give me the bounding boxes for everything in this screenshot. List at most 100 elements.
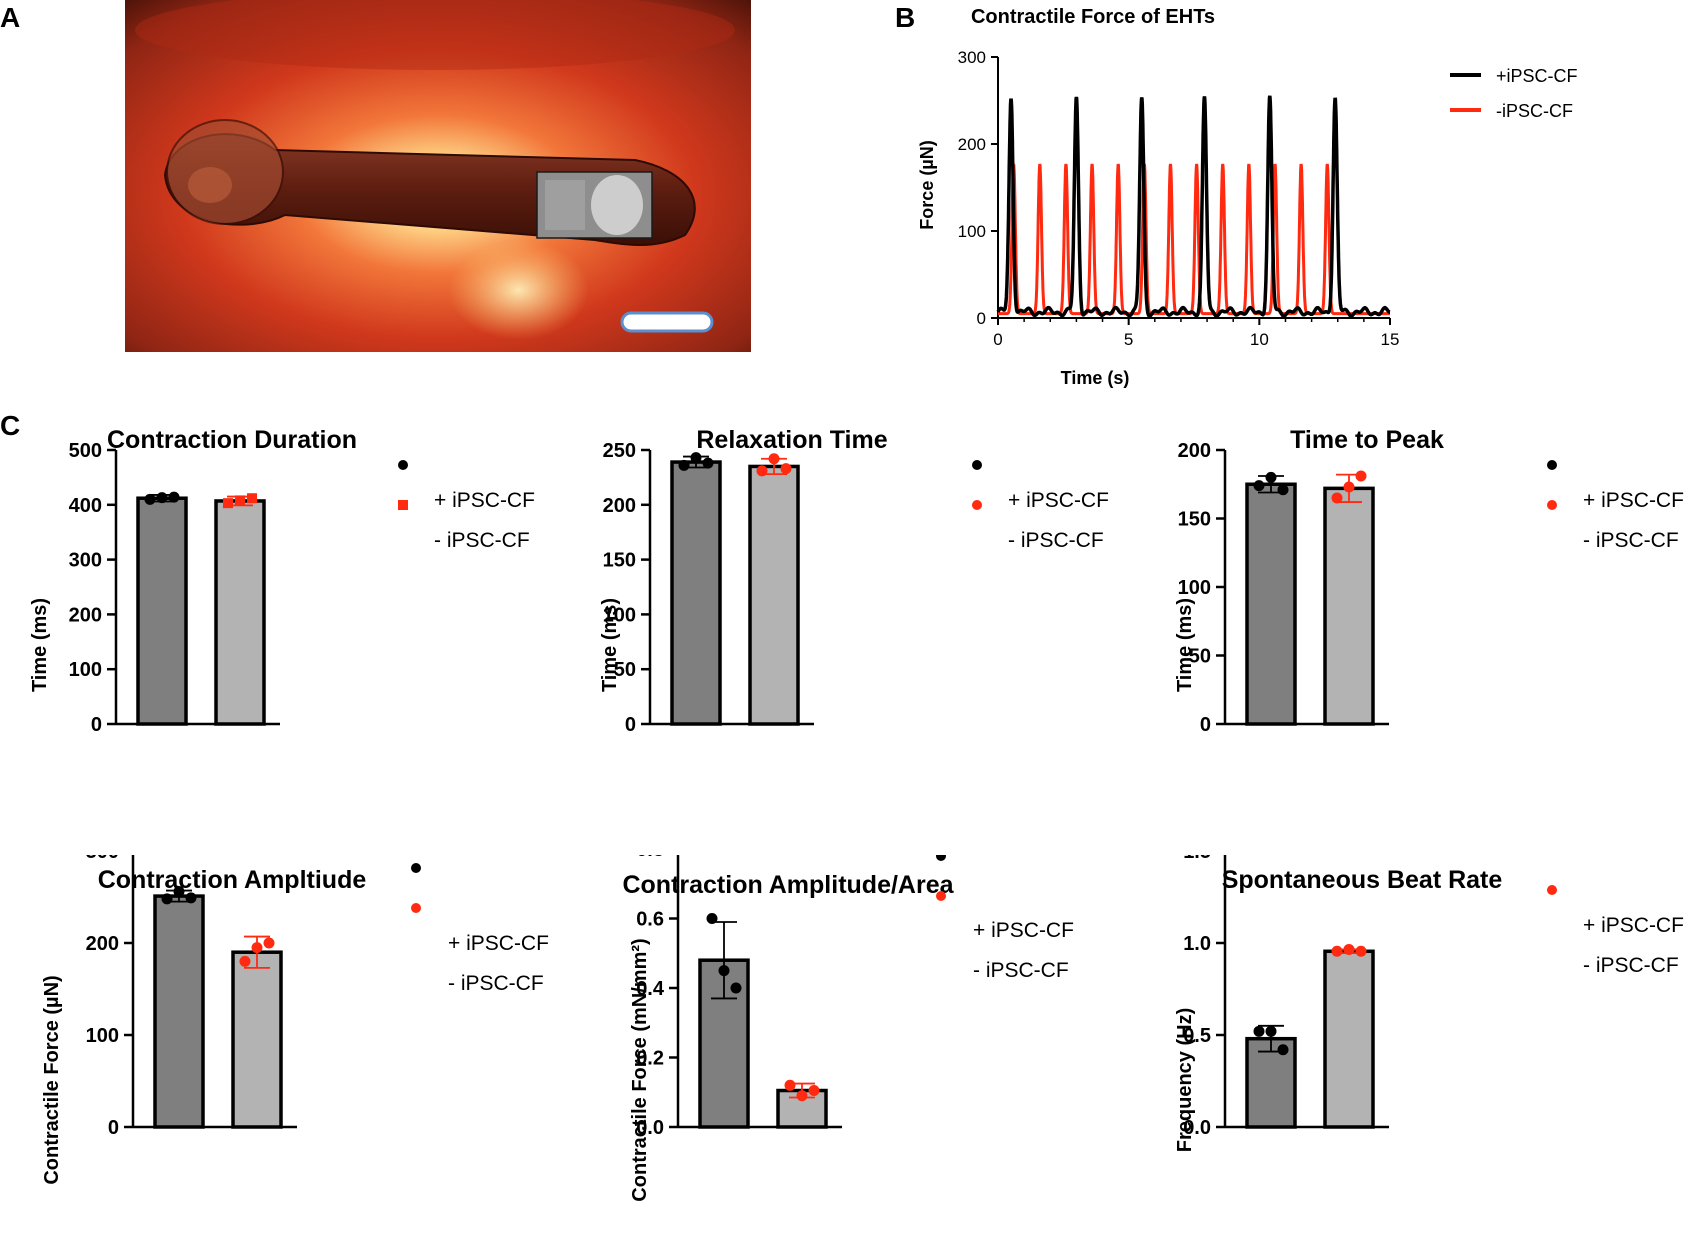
scale-bar (620, 311, 714, 333)
y-tick-label: 200 (69, 604, 102, 626)
data-point (706, 913, 718, 924)
data-point (185, 892, 197, 904)
chart-title: Relaxation Time (696, 426, 887, 454)
data-point (796, 1090, 808, 1102)
bar-plot-area: 0 100 200 300 (86, 855, 297, 1139)
data-point (702, 457, 714, 469)
micrograph-image (125, 0, 751, 352)
x-tick-label: 15 (1381, 330, 1400, 349)
y-tick-label: 100 (1178, 577, 1211, 599)
data-point (756, 465, 768, 477)
chart-title: Time to Peak (1290, 426, 1444, 454)
data-point (718, 965, 730, 977)
data-point (780, 463, 792, 475)
y-tick-label: 0.5 (1183, 1025, 1211, 1047)
y-tick-label: 300 (958, 48, 986, 67)
x-tick-label: 0 (993, 330, 1002, 349)
bar-minus-ipsc-cf (748, 464, 800, 726)
series-line-minus-ipsc-cf (998, 163, 1390, 316)
bar-minus-ipsc-cf (214, 499, 266, 726)
spontaneous-beat-rate-chart: Spontaneous Beat Rate Frequency (Hz) 0.0… (1174, 855, 1684, 1152)
panel-label-a: A (0, 2, 21, 33)
y-tick-label: 250 (603, 440, 636, 462)
legend-label: + iPSC-CF (448, 932, 549, 955)
data-point (1355, 470, 1367, 482)
bar-plot-area: 0 50 100 150 200 250 (603, 440, 814, 736)
data-point (784, 1079, 796, 1091)
legend-marker-black (398, 460, 408, 470)
legend-label: + iPSC-CF (1583, 914, 1684, 937)
bar-plus-ipsc-cf (670, 460, 722, 726)
y-tick-label: 200 (958, 135, 986, 154)
y-tick-label: 100 (69, 659, 102, 681)
legend-label: - iPSC-CF (1008, 529, 1104, 552)
y-tick-label: 0.0 (1183, 1117, 1211, 1139)
bar-plus-ipsc-cf (1245, 482, 1297, 726)
legend: + iPSC-CF - iPSC-CF (1547, 885, 1684, 977)
legend-label: +iPSC-CF (1496, 66, 1578, 86)
data-point (223, 498, 233, 509)
force-trace-chart: Contractile Force of EHTs Force (µN) Tim… (917, 6, 1578, 388)
data-point (730, 982, 742, 994)
contraction-amplitude-area-chart: Contraction Amplitude/Area Contractile F… (622, 855, 1074, 1202)
legend-marker-red (398, 500, 408, 510)
y-tick-label: 0.8 (636, 855, 664, 861)
data-point (161, 893, 173, 905)
y-tick-label: 0 (625, 714, 636, 736)
bar-plot-area: 0 50 100 150 200 (1178, 440, 1389, 736)
data-point (173, 885, 185, 897)
y-tick-label: 300 (86, 855, 119, 863)
data-point (1277, 484, 1289, 496)
relaxation-time-chart: Relaxation Time Time (ms) 0 50 100 150 200 25… (599, 426, 1109, 736)
legend-marker-red (972, 500, 982, 510)
panel-label-c: C (0, 410, 21, 441)
data-point (263, 937, 275, 949)
legend-marker-black (1547, 460, 1557, 470)
bar-plot-area: 0.0 0.2 0.4 0.6 0.8 (636, 855, 842, 1139)
panel-label-b: B (895, 2, 916, 33)
legend-label: + iPSC-CF (1583, 489, 1684, 512)
data-point (1331, 492, 1343, 504)
data-point (1355, 945, 1367, 957)
y-axis-label: Force (µN) (917, 140, 937, 229)
legend-label: + iPSC-CF (434, 489, 535, 512)
data-point (1253, 480, 1265, 492)
y-tick-label: 150 (603, 550, 636, 572)
y-tick-label: 0.4 (636, 978, 665, 1000)
data-point (1343, 481, 1355, 493)
y-tick-label: 200 (1178, 440, 1211, 462)
bar-minus-ipsc-cf (231, 950, 283, 1129)
y-tick-label: 500 (69, 440, 102, 462)
time-to-peak-chart: Time to Peak Time (ms) 0 50 100 150 200 + iP… (1174, 426, 1684, 736)
series-line-plus-ipsc-cf (996, 95, 1391, 319)
data-point (678, 459, 690, 471)
data-point (1343, 943, 1355, 955)
y-tick-label: 300 (69, 550, 102, 572)
y-axis-label: Time (ms) (29, 598, 51, 692)
data-point (251, 942, 263, 954)
y-tick-label: 0.2 (636, 1048, 664, 1070)
y-tick-label: 400 (69, 495, 102, 517)
y-tick-label: 150 (1178, 509, 1211, 531)
legend: + iPSC-CF - iPSC-CF (972, 460, 1109, 552)
legend: +iPSC-CF -iPSC-CF (1450, 66, 1578, 121)
y-axis-label: Contractile Force (mN/mm²) (629, 938, 651, 1201)
x-axis-label: Time (s) (1061, 368, 1130, 388)
data-point (1277, 1044, 1289, 1056)
legend-label: - iPSC-CF (1583, 954, 1679, 977)
legend: + iPSC-CF - iPSC-CF (398, 460, 535, 552)
contraction-amplitude-chart: Contraction Ampltiude Contractile Force … (41, 855, 549, 1185)
data-point (239, 955, 251, 967)
contraction-duration-chart: Contraction Duration Time (ms) 0 100 200 30… (29, 426, 535, 736)
legend-marker-red (411, 903, 421, 913)
x-tick-label: 5 (1124, 330, 1133, 349)
data-point (690, 452, 702, 464)
ehf-micrograph (125, 0, 751, 352)
legend-label: - iPSC-CF (448, 972, 544, 995)
data-point (1265, 1025, 1277, 1037)
legend: + iPSC-CF - iPSC-CF (936, 855, 1074, 982)
y-tick-label: 200 (86, 933, 119, 955)
bar-plot-area: 0.0 0.5 1.0 1.5 (1183, 855, 1389, 1139)
data-point (808, 1085, 820, 1097)
data-point (1265, 471, 1277, 483)
